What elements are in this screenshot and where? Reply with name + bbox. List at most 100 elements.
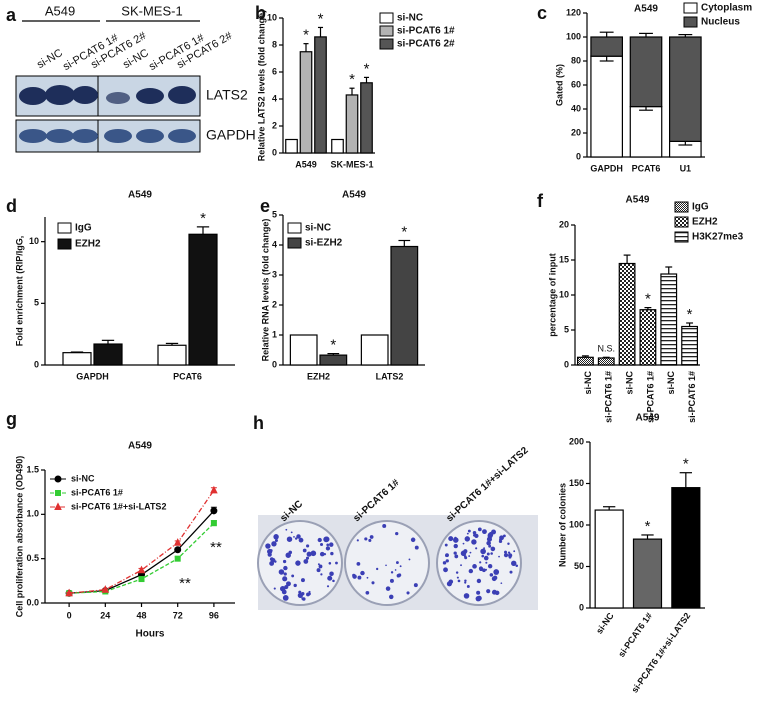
marker	[137, 565, 146, 574]
colony-dot	[477, 527, 482, 532]
y-tick-label: 120	[566, 7, 581, 17]
colony-dot	[291, 574, 295, 578]
colony-dot	[320, 542, 324, 547]
colony-dot	[385, 564, 387, 567]
legend-swatch	[683, 2, 698, 14]
colony-dot	[295, 560, 301, 566]
y-tick-label: 60	[571, 79, 581, 89]
x-tick-label: si-NC	[666, 371, 676, 395]
y-tick-label: 0	[34, 359, 39, 369]
y-tick-label: 150	[569, 478, 584, 488]
y-tick-label: 1.0	[26, 509, 39, 519]
legend-label: si-NC	[305, 223, 331, 234]
legend-swatch	[674, 201, 689, 213]
x-tick-label: GAPDH	[590, 163, 623, 173]
blot-panel: a A549 SK-MES-1 si-NC si-PCAT6 1# si-PCA…	[6, 3, 256, 153]
colony-dot	[366, 576, 369, 579]
y-axis-label: Number of colonies	[557, 483, 567, 567]
annotation: *	[349, 71, 355, 88]
colony-dot	[269, 549, 273, 552]
y-axis-label: Gated (%)	[554, 64, 564, 106]
annotation: **	[179, 575, 191, 592]
y-tick-label: 50	[574, 561, 584, 571]
colony-dot	[507, 551, 511, 554]
colony-dot	[479, 561, 482, 564]
x-tick-label: 72	[173, 610, 183, 620]
x-tick-label: EZH2	[307, 371, 330, 381]
chart-panel: g A549 Cell proliferation absorbance (OD49…	[6, 409, 235, 640]
colony-dot	[488, 531, 493, 537]
colony-dot	[328, 562, 332, 565]
colony-dot	[364, 537, 368, 541]
colony-dot	[445, 559, 449, 563]
colony-dot	[283, 572, 287, 576]
bar	[590, 55, 624, 158]
y-tick-label: 0.0	[26, 597, 39, 607]
y-tick-label: 10	[559, 289, 569, 299]
legend-swatch	[379, 38, 394, 50]
colony-dot	[513, 550, 516, 553]
colony-dot	[507, 542, 510, 545]
colony-dot	[490, 546, 496, 552]
colony-dot	[278, 569, 285, 575]
colony-dot	[486, 589, 491, 594]
legend-label: si-PCAT6 1#	[71, 487, 123, 497]
y-tick-label: 5	[272, 209, 277, 219]
y-tick-label: 200	[569, 436, 584, 446]
colony-dot	[335, 561, 338, 565]
y-tick-label: 0	[564, 359, 569, 369]
bar	[285, 138, 298, 154]
colony-dot	[318, 564, 323, 569]
band-label: GAPDH	[206, 127, 256, 143]
legend-label: Cytoplasm	[701, 3, 752, 14]
legend-label: Nucleus	[701, 17, 740, 28]
colony-dot	[487, 564, 493, 569]
bar	[671, 487, 701, 609]
colony-dot	[273, 587, 276, 590]
bar	[597, 357, 615, 366]
x-tick-label: si-PCAT6 1#	[604, 371, 614, 423]
bar	[289, 334, 318, 366]
chart-panel: f A549 percentage of input 0 5 10 15 20 si-NC si-…	[537, 191, 744, 423]
y-axis-label: Relative LATS2 levels (fold change)	[256, 10, 266, 161]
colony-dot	[464, 536, 471, 542]
colony-dot	[456, 576, 459, 579]
colony-dot	[486, 552, 490, 556]
colony-dot	[390, 571, 394, 574]
colony-dot	[273, 534, 279, 540]
colony-dot	[502, 534, 506, 538]
colony-dot	[302, 548, 307, 553]
colony-dot	[357, 575, 362, 580]
x-tick-label: PCAT6	[173, 371, 202, 381]
annotation: *	[330, 337, 336, 354]
legend-label: EZH2	[75, 239, 101, 250]
group-label: SK-MES-1	[121, 3, 182, 18]
colony-dot	[466, 532, 469, 535]
panel-letter: a	[6, 5, 17, 25]
y-tick-label: 0	[576, 151, 581, 161]
legend-swatch	[287, 222, 302, 234]
colony-dot	[445, 554, 448, 557]
annotation: *	[303, 27, 309, 44]
bar	[632, 538, 663, 609]
chart-panel: c A549 Gated (%) 0 20 40 60 80 100 120 GAPDH PCAT6 U…	[537, 2, 752, 173]
x-tick-label: LATS2	[376, 371, 404, 381]
bar	[345, 94, 359, 154]
colony-dot	[397, 573, 402, 577]
colony-dot	[303, 559, 309, 564]
chart-panel: A549 Number of colonies 0 50 100 150 200 si-NC s…	[557, 413, 705, 695]
annotation: *	[318, 10, 324, 27]
panel-letter: e	[260, 196, 270, 216]
colony-dot	[280, 585, 286, 592]
panel-letter: f	[537, 191, 544, 211]
colony-dot	[478, 566, 484, 571]
colony-dot	[509, 570, 513, 574]
bar	[594, 509, 624, 609]
panel-letter: b	[255, 3, 266, 23]
colony-dot	[369, 535, 374, 539]
chart-title: A549	[636, 413, 660, 424]
bar	[319, 354, 348, 366]
colony-dot	[399, 565, 402, 568]
y-tick-label: 20	[559, 219, 569, 229]
